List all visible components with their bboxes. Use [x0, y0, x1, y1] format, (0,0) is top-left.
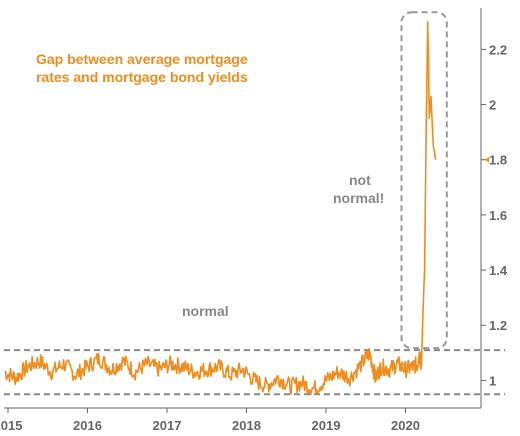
y-tick-label: 2 [489, 98, 496, 113]
y-tick-label: 1.6 [489, 208, 507, 223]
annotation-not-normal-line-2: normal! [333, 190, 384, 206]
series-line-group [4, 21, 489, 396]
y-tick-label: 2.2 [489, 42, 507, 57]
x-tick-label: 2020 [391, 418, 420, 433]
reference-band [4, 349, 505, 396]
x-tick-label: 2016 [73, 418, 102, 433]
last-value-marker [485, 156, 489, 163]
x-tick-label: 2015 [0, 418, 22, 433]
x-tick-label: 2017 [153, 418, 182, 433]
chart-title-line-2: rates and mortgage bond yields [36, 69, 248, 85]
annotation-normal: normal [182, 303, 229, 319]
y-tick-label: 1 [489, 373, 496, 388]
chart-title-line-1: Gap between average mortgage [36, 51, 248, 67]
series-line [4, 21, 437, 396]
highlight-box [400, 11, 448, 350]
y-tick-label: 1.8 [489, 153, 507, 168]
y-tick-label: 1.2 [489, 318, 507, 333]
axes: 2015 2016 2017 2018 2019 2020 1 1.2 1.4 1.6 1.8 2 2.… [0, 8, 508, 433]
x-tick-label: 2018 [232, 418, 261, 433]
annotation-not-normal-line-1: not [349, 172, 371, 188]
x-tick-label: 2019 [312, 418, 341, 433]
y-tick-label: 1.4 [489, 263, 508, 278]
